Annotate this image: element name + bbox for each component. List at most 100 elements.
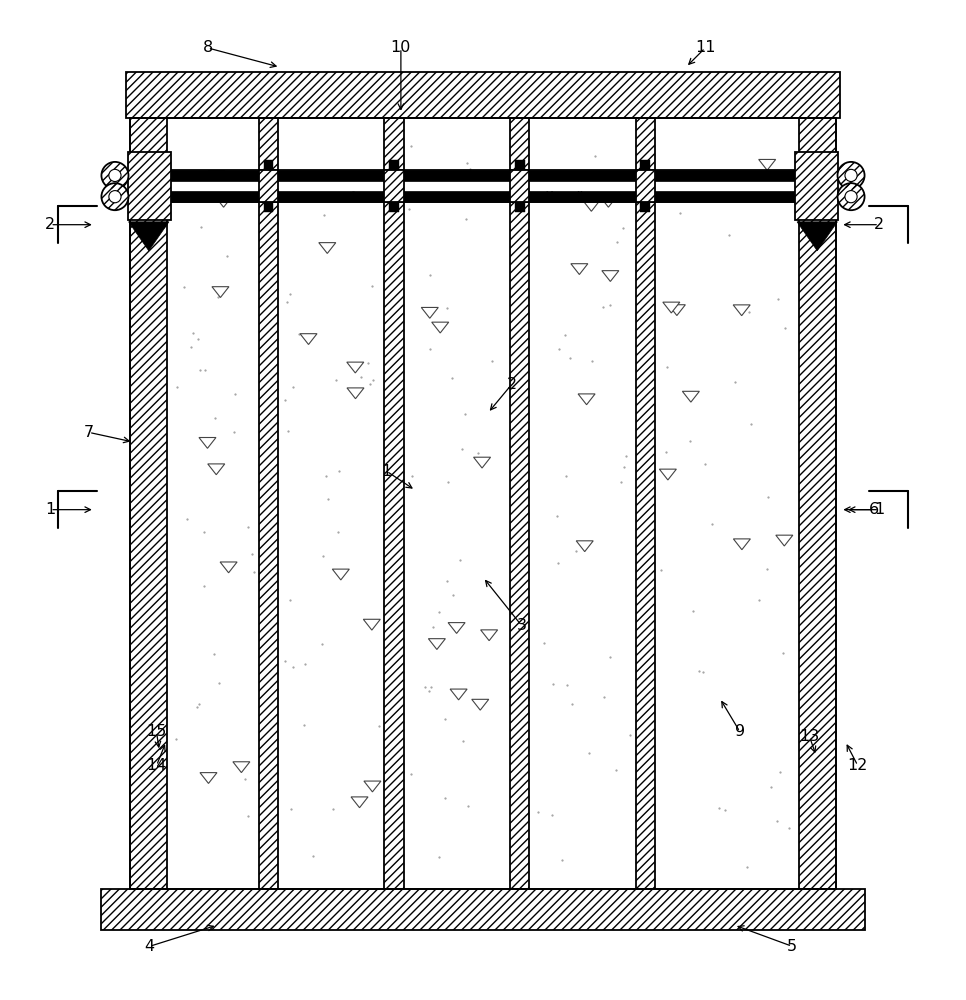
Point <box>423 679 439 695</box>
Point <box>454 441 469 457</box>
Bar <box>799 118 836 889</box>
Point <box>672 205 688 221</box>
Circle shape <box>838 162 865 189</box>
Point <box>237 771 252 787</box>
Point <box>680 189 696 205</box>
Point <box>459 211 474 227</box>
Point <box>456 733 471 749</box>
Text: 13: 13 <box>800 729 819 744</box>
Polygon shape <box>428 639 445 649</box>
Point <box>764 779 780 795</box>
Point <box>331 463 347 479</box>
Point <box>205 175 220 191</box>
Point <box>189 699 205 715</box>
Point <box>190 331 206 347</box>
Point <box>536 635 552 651</box>
Point <box>727 374 743 390</box>
Point <box>330 524 346 540</box>
Polygon shape <box>432 322 449 333</box>
Point <box>371 718 386 734</box>
Bar <box>101 889 865 930</box>
Point <box>462 161 477 177</box>
Polygon shape <box>481 630 497 641</box>
Point <box>697 456 713 472</box>
Point <box>596 299 611 315</box>
Text: 10: 10 <box>390 40 412 55</box>
Polygon shape <box>347 388 364 399</box>
Point <box>206 646 221 662</box>
Point <box>364 278 380 294</box>
Polygon shape <box>200 773 217 783</box>
Point <box>285 659 300 675</box>
Bar <box>167 191 799 202</box>
Point <box>404 766 419 782</box>
Polygon shape <box>660 469 676 480</box>
Point <box>685 603 700 619</box>
Text: 6: 6 <box>869 502 879 517</box>
Point <box>623 727 639 743</box>
Point <box>562 350 578 366</box>
Point <box>744 416 759 432</box>
Point <box>198 362 213 378</box>
Text: 8: 8 <box>203 40 213 55</box>
Point <box>197 524 213 540</box>
Point <box>168 731 184 747</box>
Point <box>778 320 793 336</box>
Bar <box>101 889 865 930</box>
Point <box>438 790 453 806</box>
Point <box>704 516 720 532</box>
Polygon shape <box>199 438 216 448</box>
Point <box>530 804 546 820</box>
Point <box>540 166 555 182</box>
Point <box>470 445 486 461</box>
Circle shape <box>109 169 121 182</box>
Point <box>559 677 575 693</box>
Bar <box>128 152 171 220</box>
Circle shape <box>845 191 857 203</box>
Point <box>227 424 242 440</box>
Point <box>192 362 208 378</box>
Point <box>582 745 597 761</box>
Point <box>692 663 707 679</box>
Point <box>609 762 624 778</box>
Point <box>551 341 566 357</box>
Point <box>208 410 223 426</box>
Point <box>316 207 331 223</box>
Bar <box>126 72 840 118</box>
Point <box>557 327 573 343</box>
Point <box>584 353 600 369</box>
Circle shape <box>838 183 865 210</box>
Point <box>280 423 296 439</box>
Point <box>228 386 243 402</box>
Bar <box>510 118 529 889</box>
Bar <box>389 160 399 170</box>
Bar <box>636 118 655 889</box>
Point <box>659 444 674 460</box>
Polygon shape <box>541 184 558 195</box>
Polygon shape <box>582 200 600 211</box>
Text: 5: 5 <box>787 939 797 954</box>
Point <box>564 696 580 712</box>
Point <box>219 191 235 207</box>
Point <box>417 679 433 695</box>
Bar <box>510 170 529 202</box>
Polygon shape <box>450 689 468 700</box>
Point <box>685 170 700 186</box>
Point <box>326 801 341 817</box>
Text: 7: 7 <box>84 425 94 440</box>
Point <box>438 711 453 727</box>
Polygon shape <box>319 243 336 253</box>
Point <box>444 370 460 386</box>
Point <box>568 543 583 559</box>
Point <box>739 859 754 875</box>
Bar <box>167 170 799 202</box>
Point <box>212 675 227 691</box>
Bar <box>640 160 650 170</box>
Text: 14: 14 <box>146 758 167 773</box>
Bar <box>128 152 171 220</box>
Point <box>298 656 313 672</box>
Point <box>741 304 756 320</box>
Text: 1: 1 <box>45 502 55 517</box>
Polygon shape <box>363 619 381 630</box>
Point <box>365 372 381 388</box>
